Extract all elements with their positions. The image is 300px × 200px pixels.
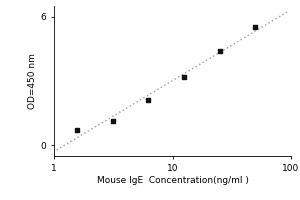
- Point: [110, 120, 115, 123]
- X-axis label: Mouse IgE  Concentration(ng/ml ): Mouse IgE Concentration(ng/ml ): [97, 176, 248, 185]
- Y-axis label: OD=450 nm: OD=450 nm: [28, 53, 37, 109]
- Point: [217, 49, 222, 53]
- Point: [75, 128, 80, 131]
- Point: [146, 99, 151, 102]
- Point: [253, 26, 258, 29]
- Point: [182, 75, 186, 78]
